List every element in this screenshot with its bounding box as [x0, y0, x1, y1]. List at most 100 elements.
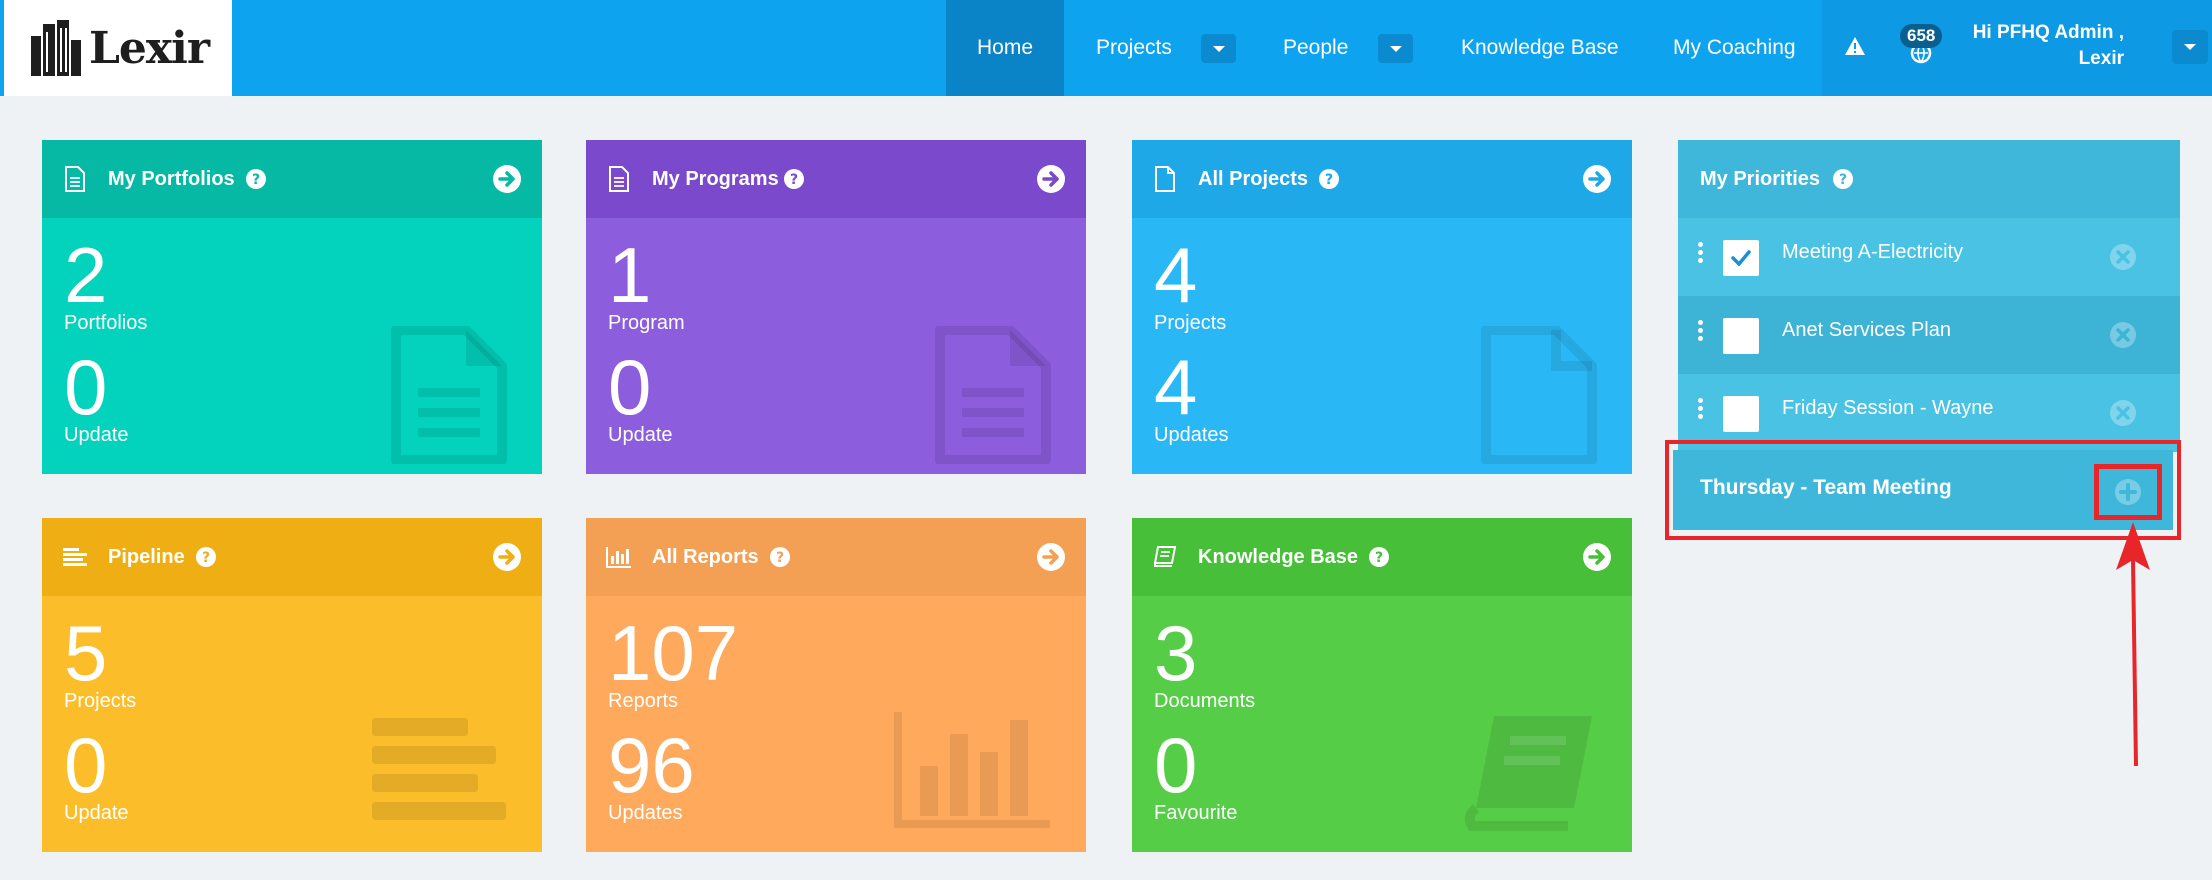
document-watermark-icon — [391, 326, 507, 464]
nav-projects[interactable]: Projects — [1096, 36, 1172, 59]
card-title[interactable]: All Reports — [652, 545, 759, 568]
priority-item: Meeting A-Electricity — [1678, 218, 2180, 296]
user-greeting-org: Lexir — [2078, 48, 2124, 69]
logo[interactable]: Lexir — [4, 0, 232, 96]
priority-checkbox[interactable] — [1723, 318, 1759, 354]
file-watermark-icon — [1481, 326, 1597, 464]
priority-text[interactable]: Friday Session - Wayne — [1782, 397, 1994, 419]
card-my-programs: My Programs ? 1 Program 0 Update — [586, 140, 1086, 474]
card-header: Pipeline ? — [42, 518, 542, 596]
bar-chart-icon — [606, 546, 632, 568]
new-priority-text[interactable]: Thursday - Team Meeting — [1700, 476, 1952, 499]
document-watermark-icon — [935, 326, 1051, 464]
card-knowledge-base: Knowledge Base ? 3 Documents 0 Favourite — [1132, 518, 1632, 852]
svg-text:?: ? — [202, 550, 210, 566]
card-title[interactable]: Pipeline — [108, 545, 185, 568]
caret-down-icon — [1212, 45, 1225, 52]
caret-down-icon — [2184, 44, 2196, 50]
checkmark-icon — [1731, 250, 1751, 266]
stat-value: 2 — [64, 231, 108, 319]
people-dropdown-toggle[interactable] — [1378, 34, 1413, 63]
plus-circle-icon — [2115, 479, 2141, 505]
help-icon[interactable]: ? — [783, 168, 805, 190]
stat-label: Updates — [608, 802, 683, 824]
card-title[interactable]: My Portfolios — [108, 167, 235, 190]
user-greeting[interactable]: Hi PFHQ Admin , Lexir — [1973, 20, 2124, 72]
card-title[interactable]: Knowledge Base — [1198, 545, 1359, 568]
help-icon[interactable]: ? — [195, 546, 217, 568]
priority-text[interactable]: Anet Services Plan — [1782, 319, 1951, 341]
remove-priority-icon[interactable] — [2108, 320, 2138, 356]
notifications-button[interactable]: 658 — [1900, 24, 1944, 68]
stat-value: 0 — [608, 343, 652, 431]
priority-text[interactable]: Meeting A-Electricity — [1782, 241, 1964, 263]
svg-text:?: ? — [1325, 172, 1333, 188]
arrow-right-circle-icon[interactable] — [492, 164, 522, 194]
document-icon — [62, 166, 88, 192]
stat-value: 3 — [1154, 609, 1198, 697]
stat-value: 107 — [608, 609, 739, 697]
arrow-right-circle-icon[interactable] — [1582, 164, 1612, 194]
card-body: 3 Documents 0 Favourite — [1132, 596, 1632, 852]
list-icon — [62, 547, 88, 567]
help-icon[interactable]: ? — [769, 546, 791, 568]
priorities-header: My Priorities ? — [1678, 140, 2180, 218]
priority-item: Friday Session - Wayne — [1678, 374, 2180, 452]
stat-label: Update — [64, 424, 129, 446]
building-logo-icon — [30, 20, 81, 76]
new-priority-input-row[interactable]: Thursday - Team Meeting — [1673, 450, 2173, 530]
drag-handle-icon[interactable] — [1698, 398, 1704, 422]
warning-icon[interactable] — [1844, 36, 1866, 61]
priority-checkbox[interactable] — [1723, 396, 1759, 432]
stat-label: Update — [608, 424, 673, 446]
projects-dropdown-toggle[interactable] — [1201, 34, 1236, 63]
card-body: 4 Projects 4 Updates — [1132, 218, 1632, 474]
arrow-right-circle-icon[interactable] — [1036, 164, 1066, 194]
card-header: Knowledge Base ? — [1132, 518, 1632, 596]
nav-people[interactable]: People — [1283, 36, 1349, 59]
help-icon[interactable]: ? — [1832, 168, 1854, 190]
drag-handle-icon[interactable] — [1698, 320, 1704, 344]
help-icon[interactable]: ? — [1368, 546, 1390, 568]
card-all-reports: All Reports ? 107 Reports 96 Updates — [586, 518, 1086, 852]
file-icon — [1152, 166, 1178, 192]
nav-home[interactable]: Home — [946, 0, 1064, 96]
remove-priority-icon[interactable] — [2108, 398, 2138, 434]
nav-my-coaching[interactable]: My Coaching — [1673, 36, 1796, 59]
stat-label: Program — [608, 312, 685, 334]
book-icon — [1152, 546, 1178, 568]
arrow-right-circle-icon[interactable] — [492, 542, 522, 572]
stat-value: 4 — [1154, 343, 1198, 431]
logo-text: Lexir — [88, 22, 210, 74]
drag-handle-icon[interactable] — [1698, 242, 1704, 266]
svg-text:?: ? — [1375, 550, 1383, 566]
book-watermark-icon — [1464, 716, 1592, 831]
arrow-right-circle-icon[interactable] — [1036, 542, 1066, 572]
help-icon[interactable]: ? — [1318, 168, 1340, 190]
nav-right-section — [1822, 0, 2212, 96]
user-menu-dropdown-toggle[interactable] — [2172, 30, 2208, 64]
card-header: My Programs ? — [586, 140, 1086, 218]
card-header: All Projects ? — [1132, 140, 1632, 218]
stat-label: Reports — [608, 690, 679, 712]
caret-down-icon — [1389, 45, 1402, 52]
nav-knowledge-base[interactable]: Knowledge Base — [1461, 36, 1619, 59]
card-my-portfolios: My Portfolios ? 2 Portfolios 0 Update — [42, 140, 542, 474]
top-navbar: Lexir Home Projects People Knowledge Bas… — [0, 0, 2212, 96]
stat-label: Projects — [1154, 312, 1227, 334]
my-priorities-panel: My Priorities ? Meeting A-Electricity An… — [1678, 140, 2180, 452]
add-priority-button-highlight[interactable] — [2094, 464, 2162, 520]
arrow-right-circle-icon[interactable] — [1582, 542, 1612, 572]
card-title[interactable]: All Projects — [1198, 167, 1309, 190]
card-all-projects: All Projects ? 4 Projects 4 Updates — [1132, 140, 1632, 474]
card-pipeline: Pipeline ? 5 Projects 0 Update — [42, 518, 542, 852]
stat-label: Portfolios — [64, 312, 148, 334]
stat-value: 0 — [1154, 721, 1198, 809]
card-title[interactable]: My Programs — [652, 167, 779, 190]
notification-badge: 658 — [1900, 24, 1943, 48]
stat-value: 1 — [608, 231, 652, 319]
remove-priority-icon[interactable] — [2108, 242, 2138, 278]
priority-checkbox[interactable] — [1723, 240, 1759, 276]
card-body: 2 Portfolios 0 Update — [42, 218, 542, 474]
help-icon[interactable]: ? — [245, 168, 267, 190]
